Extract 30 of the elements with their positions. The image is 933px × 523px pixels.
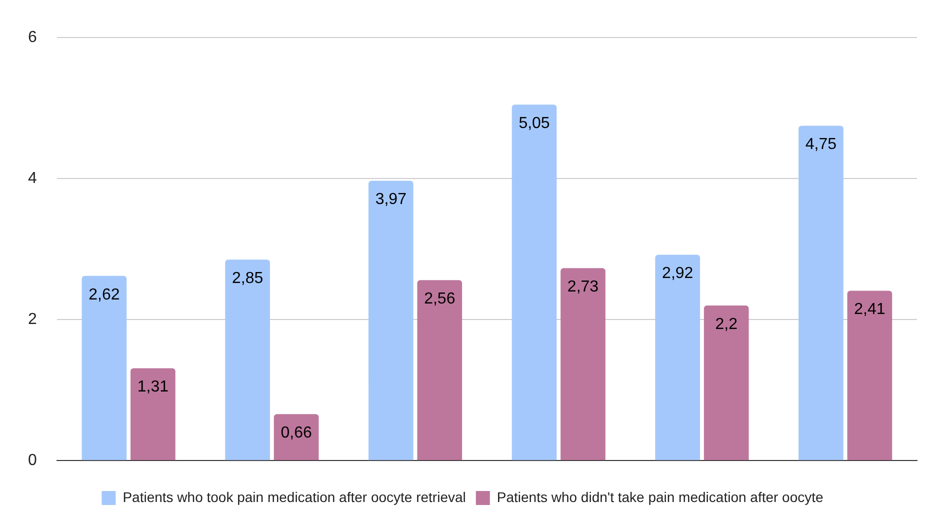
- bar: [130, 368, 176, 460]
- bar: [798, 126, 844, 460]
- data-label: 4,75: [805, 136, 837, 154]
- data-label: 2,73: [567, 278, 599, 296]
- bar: [512, 104, 557, 460]
- y-tick-label: 0: [28, 452, 37, 470]
- data-label: 3,97: [375, 191, 407, 208]
- data-label: 2,85: [232, 270, 264, 288]
- bar: [368, 180, 414, 460]
- y-tick-label: 2: [28, 311, 37, 328]
- bar: [417, 280, 462, 460]
- y-tick-label: 6: [28, 29, 37, 46]
- legend-label: Patients who took pain medication after oocyte retrieval: [122, 488, 466, 505]
- bar: [704, 306, 749, 460]
- y-tick-label: 4: [28, 170, 37, 188]
- bar: [847, 290, 892, 460]
- bar: [82, 276, 127, 460]
- data-label: 2,2: [715, 316, 738, 333]
- bar: [274, 414, 319, 460]
- bar: [655, 254, 700, 460]
- data-label: 1,31: [137, 378, 169, 396]
- data-label: 2,92: [662, 265, 694, 282]
- bar: [560, 268, 606, 460]
- data-label: 2,62: [88, 286, 120, 304]
- data-label: 0,66: [280, 424, 312, 442]
- data-label: 2,56: [424, 290, 456, 308]
- data-label: 2,41: [854, 301, 886, 318]
- legend-label: Patients who didn't take pain medication after oocyte: [496, 488, 824, 505]
- bar: [225, 260, 270, 460]
- data-label: 5,05: [518, 114, 550, 132]
